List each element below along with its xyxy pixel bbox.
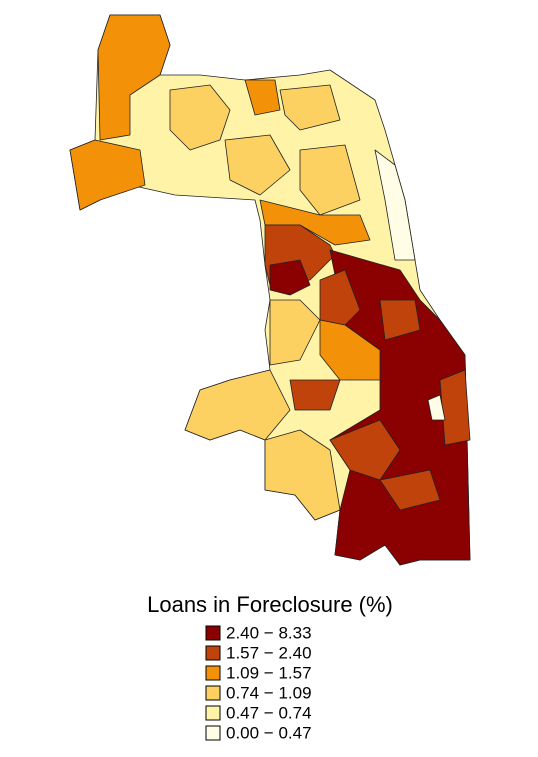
region	[269, 299, 321, 366]
legend-swatch	[205, 625, 221, 641]
choropleth-map	[69, 14, 471, 566]
region	[319, 269, 361, 326]
region	[289, 379, 341, 411]
region	[319, 319, 381, 381]
region	[69, 139, 146, 211]
region	[169, 84, 231, 151]
region	[329, 419, 401, 481]
legend-swatch	[205, 705, 221, 721]
region	[427, 394, 446, 421]
region	[269, 259, 311, 296]
legend-label: 1.09 − 1.57	[226, 663, 312, 682]
legend-label: 2.40 − 8.33	[226, 623, 312, 642]
legend-label: 1.57 − 2.40	[226, 643, 312, 662]
legend-swatch	[205, 685, 221, 701]
region	[379, 469, 441, 511]
region	[299, 144, 361, 216]
legend: 2.40 − 8.331.57 − 2.401.09 − 1.570.74 − …	[205, 623, 312, 742]
region	[379, 299, 421, 341]
region	[264, 429, 341, 521]
region	[244, 79, 281, 116]
legend-title: Loans in Foreclosure (%)	[147, 592, 393, 617]
region	[279, 84, 341, 131]
legend-swatch	[205, 665, 221, 681]
legend-label: 0.47 − 0.74	[226, 703, 312, 722]
region	[97, 14, 171, 141]
legend-label: 0.00 − 0.47	[226, 723, 312, 742]
legend-swatch	[205, 725, 221, 741]
region	[184, 369, 291, 441]
region	[439, 369, 471, 446]
legend-swatch	[205, 645, 221, 661]
legend-label: 0.74 − 1.09	[226, 683, 312, 702]
region	[374, 149, 416, 261]
region	[224, 134, 291, 196]
